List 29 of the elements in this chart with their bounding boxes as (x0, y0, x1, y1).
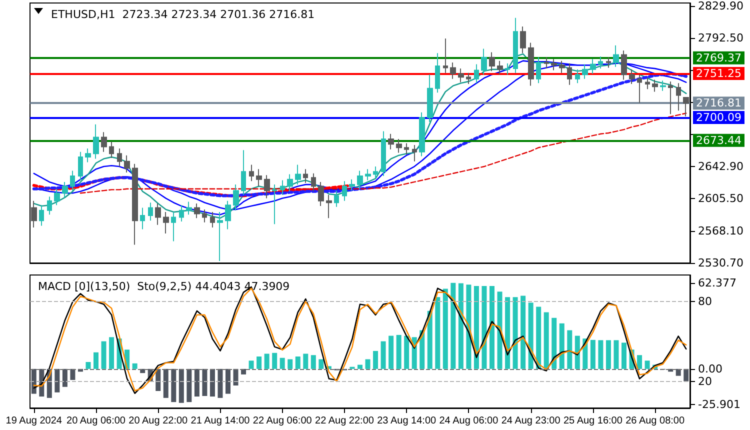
x-tick-label: 23 Aug 14:00 (377, 416, 436, 426)
y-tick-label: 2530.70 (698, 256, 744, 270)
x-tick-label: 26 Aug 08:00 (626, 416, 685, 426)
y-tick-label: 20 (698, 374, 712, 388)
y-tick-label: 2605.50 (698, 192, 744, 206)
x-tick-label: 20 Aug 22:00 (128, 416, 188, 426)
ref-line-label: 2700.09 (696, 110, 742, 124)
ref-line-label: 2751.25 (696, 67, 742, 80)
x-tick-label: 24 Aug 23:00 (501, 416, 561, 426)
y-tick-label: 2642.90 (698, 160, 744, 174)
y2-tick-label: 62.377 (698, 276, 736, 290)
x-tick-label: 19 Aug 2024 (6, 416, 62, 426)
y2-tick-label: -25.901 (698, 398, 740, 412)
text: MACD [0](13,50) Sto(9,2,5) 44.4043 47.3909 (38, 280, 290, 293)
x-tick-label: 22 Aug 22:00 (314, 416, 374, 426)
text: ETHUSD,H1 2723.34 2723.34 2701.36 2716.81 (51, 8, 315, 21)
y2-tick-label: 0.00 (698, 362, 722, 376)
x-tick-label: 24 Aug 06:00 (439, 416, 499, 426)
y-tick-label: 2568.10 (698, 224, 744, 238)
x-tick-label: 22 Aug 06:00 (252, 416, 312, 426)
ref-line-label: 2716.81 (696, 96, 742, 110)
ref-line-label: 2769.37 (696, 51, 742, 64)
y-tick-label: 2829.90 (698, 0, 744, 12)
y-tick-label: 2792.50 (698, 32, 744, 45)
x-tick-label: 21 Aug 14:00 (190, 416, 250, 426)
y-tick-label: 80 (698, 295, 712, 308)
ref-line-label: 2673.44 (696, 134, 742, 147)
x-tick-label: 25 Aug 16:00 (563, 416, 623, 426)
x-tick-label: 20 Aug 06:00 (66, 416, 126, 426)
